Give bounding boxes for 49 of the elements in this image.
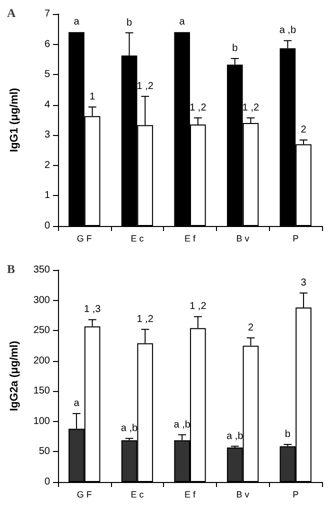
x-tick-label: P: [292, 234, 299, 244]
annotation: 1 ,2: [136, 314, 154, 325]
annotation: a: [179, 16, 186, 28]
x-tick-label: B v: [236, 490, 250, 500]
annotation: 1 ,2: [242, 102, 260, 114]
annotation: 1 ,2: [136, 80, 154, 92]
chart-title: B: [7, 262, 16, 276]
annotation: b: [126, 17, 132, 28]
annotation: a: [74, 16, 80, 28]
annotation: 1 ,2: [190, 301, 207, 312]
y-tick-label: 2: [44, 160, 50, 171]
y-tick-label: 7: [44, 8, 50, 20]
annotation: a ,b: [174, 419, 191, 430]
annotation: 1: [90, 91, 96, 102]
x-tick-label: E f: [184, 490, 196, 500]
x-tick-label: E c: [130, 490, 144, 500]
y-tick-label: 6: [44, 38, 50, 50]
x-tick-label: E c: [130, 234, 144, 244]
y-tick-label: 300: [33, 294, 50, 306]
y-tick-label: 3: [44, 130, 50, 141]
x-tick-label: E f: [184, 234, 196, 244]
y-tick-label: 4: [44, 99, 50, 110]
y-tick-label: 250: [33, 325, 50, 336]
annotation: a ,b: [279, 25, 296, 36]
annotation: a: [74, 398, 80, 410]
y-tick-label: 350: [33, 264, 50, 276]
y-axis-title: IgG1 (μg/ml): [8, 88, 20, 152]
y-tick-label: 100: [33, 416, 50, 427]
annotation: a ,b: [226, 430, 244, 442]
x-tick-label: G F: [76, 490, 92, 500]
annotation: 2: [300, 124, 307, 136]
y-tick-label: 0: [44, 476, 50, 488]
annotation: 2: [248, 322, 254, 334]
annotation: 3: [300, 278, 307, 289]
y-axis-title: IgG2a (μg/ml): [8, 340, 20, 412]
y-tick-label: 0: [44, 220, 50, 232]
y-tick-label: 150: [33, 386, 50, 397]
annotation: 1 ,3: [84, 304, 102, 316]
annotation: b: [232, 43, 238, 54]
x-tick-label: P: [292, 490, 299, 500]
y-tick-label: 1: [44, 190, 50, 202]
chart-title: A: [7, 6, 16, 20]
x-tick-label: G F: [76, 234, 92, 244]
annotation: b: [284, 428, 291, 440]
y-tick-label: 5: [44, 69, 50, 80]
x-tick-label: B v: [236, 234, 250, 244]
y-tick-label: 50: [38, 446, 50, 458]
annotation: 1 ,2: [190, 102, 207, 114]
y-tick-label: 200: [33, 355, 50, 366]
